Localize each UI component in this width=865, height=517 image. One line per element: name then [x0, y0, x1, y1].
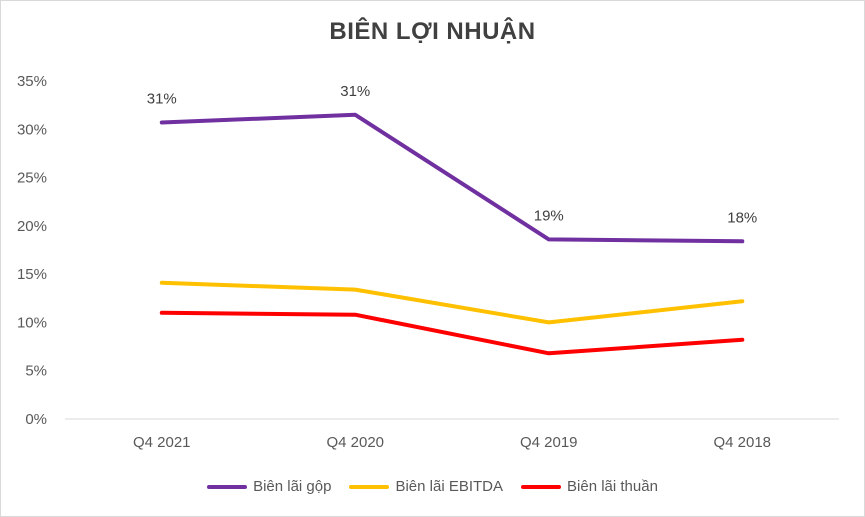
data-label: 19% — [534, 207, 564, 224]
legend-item: Biên lãi gộp — [207, 478, 331, 495]
series-line — [159, 310, 745, 356]
data-label: 18% — [727, 209, 757, 226]
legend-swatch — [207, 484, 248, 489]
data-label: 31% — [147, 91, 177, 108]
y-tick-label: 0% — [25, 411, 47, 428]
y-tick-label: 20% — [17, 218, 47, 235]
y-tick-label: 35% — [17, 73, 47, 90]
y-tick-label: 25% — [17, 170, 47, 187]
x-tick-label: Q4 2020 — [326, 434, 384, 451]
series-line — [159, 112, 745, 244]
y-tick-label: 10% — [17, 314, 47, 331]
data-label: 31% — [340, 83, 370, 100]
y-tick-label: 15% — [17, 266, 47, 283]
y-tick-label: 30% — [17, 121, 47, 138]
legend-item: Biên lãi thuần — [521, 478, 658, 495]
x-tick-label: Q4 2019 — [520, 434, 578, 451]
legend-item: Biên lãi EBITDA — [349, 478, 503, 495]
legend-label: Biên lãi gộp — [253, 478, 332, 495]
chart-title: BIÊN LỢI NHUẬN — [329, 18, 536, 45]
legend-label: Biên lãi EBITDA — [395, 478, 504, 495]
x-tick-label: Q4 2021 — [133, 434, 191, 451]
legend-label: Biên lãi thuần — [567, 478, 658, 495]
series-line — [159, 280, 745, 325]
legend-swatch — [349, 484, 390, 489]
x-tick-label: Q4 2018 — [713, 434, 771, 451]
legend-swatch — [521, 484, 562, 489]
y-tick-label: 5% — [25, 363, 47, 380]
legend: Biên lãi gộp Biên lãi EBITDA Biên lãi thuầ… — [0, 478, 865, 495]
